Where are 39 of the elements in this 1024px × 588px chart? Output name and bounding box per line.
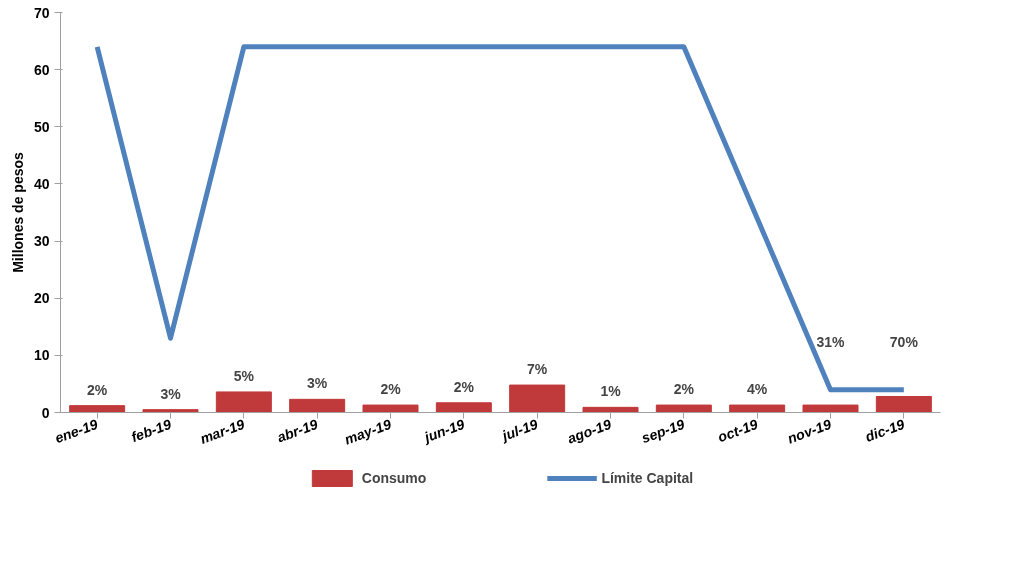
x-tick-label: dic-19	[863, 415, 907, 445]
annotation: 2%	[673, 381, 695, 398]
legend-label: Límite Capital	[601, 470, 694, 486]
annotation: 1%	[600, 383, 622, 400]
bar	[289, 398, 346, 413]
bar	[69, 405, 126, 413]
bar	[435, 402, 492, 413]
bar	[875, 396, 932, 413]
bar	[655, 404, 712, 413]
annotation: 2%	[87, 381, 108, 398]
annotation: 4%	[747, 381, 768, 398]
bar	[362, 404, 419, 413]
bar	[582, 406, 639, 413]
x-tick-label: oct-19	[715, 415, 761, 446]
y-axis-title: Millones de pesos	[9, 151, 26, 273]
bar	[142, 409, 199, 413]
y-tick-label: 0	[41, 404, 50, 421]
annotation: 3%	[307, 375, 328, 392]
annotation: 3%	[160, 385, 182, 402]
annotation: 31%	[816, 333, 846, 350]
x-tick-label: feb-19	[129, 415, 174, 446]
y-tick-label: 10	[33, 347, 50, 364]
annotation: 7%	[527, 361, 548, 378]
y-tick-label: 20	[33, 290, 50, 307]
x-tick-label: abr-19	[274, 415, 321, 446]
annotation: 5%	[233, 367, 255, 384]
y-tick-label: 70	[33, 4, 50, 21]
y-tick-label: 30	[33, 233, 50, 250]
bar	[509, 384, 566, 413]
bar	[729, 404, 786, 413]
annotation: 70%	[889, 333, 919, 350]
y-tick-label: 50	[33, 118, 50, 135]
bar	[215, 391, 272, 413]
y-tick-label: 60	[33, 61, 50, 78]
annotation: 2%	[380, 381, 402, 398]
y-tick-label: 40	[33, 175, 50, 192]
bar	[802, 404, 859, 413]
legend-label: Consumo	[361, 470, 427, 486]
annotation: 2%	[453, 378, 475, 395]
